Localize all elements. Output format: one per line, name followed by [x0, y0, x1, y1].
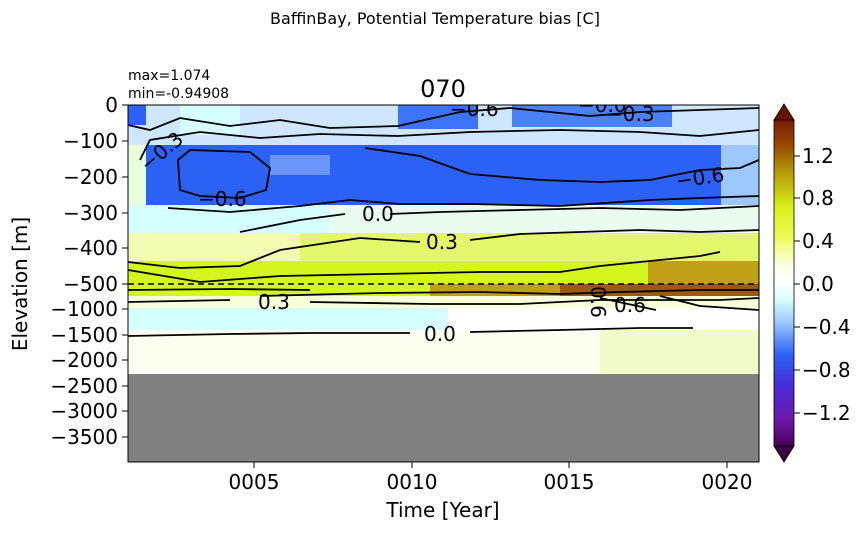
y-tick-label: −500	[63, 272, 118, 296]
y-tick-label: −3500	[50, 425, 118, 449]
figure-suptitle: BaffinBay, Potential Temperature bias [C…	[270, 9, 600, 28]
contour-line	[167, 195, 759, 213]
y-tick-label: −200	[63, 165, 118, 189]
x-tick-label: 0010	[387, 470, 438, 494]
colorbar-tick-label: 0.8	[802, 186, 834, 210]
contour-label: 0.6	[586, 286, 610, 318]
y-tick-label: −400	[63, 236, 118, 260]
colorbar-tick-label: −1.2	[802, 401, 851, 425]
contour-label: −0.6	[198, 187, 247, 211]
y-tick-label: −100	[63, 129, 118, 153]
contour-labels: −0.3 −0.6 −0.0 −0.3 −0.6 −0.6 0.0 0.3 0.…	[135, 93, 725, 346]
colorbar-tick-label: 1.2	[802, 144, 834, 168]
x-tick-label: 0015	[544, 470, 595, 494]
y-tick-label: −2500	[50, 374, 118, 398]
y-tick-label: −3000	[50, 399, 118, 423]
y-axis: 0 −100 −200 −300 −400 −500 −1000 −1500 −…	[50, 93, 128, 449]
band-lime-upper	[300, 233, 759, 261]
band-cold-left	[128, 145, 146, 205]
contour-line	[177, 149, 271, 199]
contour-lines	[128, 107, 759, 337]
y-tick-label: −1500	[50, 323, 118, 347]
contour-label: −0.0	[578, 93, 627, 117]
colorbar-tick-label: −0.4	[802, 315, 851, 339]
contour-label: −0.6	[450, 97, 499, 121]
contour-line	[128, 288, 759, 297]
y-tick-label: 0	[105, 93, 118, 117]
stat-max: max=1.074	[128, 68, 210, 84]
band-cold-core	[146, 145, 721, 205]
band-cold-core-light	[270, 155, 330, 175]
plot-area: −0.3 −0.6 −0.0 −0.3 −0.6 −0.6 0.0 0.3 0.…	[128, 93, 759, 462]
contour-line	[239, 205, 759, 233]
stat-min: min=-0.94908	[128, 86, 229, 102]
contour-line	[128, 297, 759, 305]
land-mask	[128, 374, 759, 462]
colorbar-tick-label: −0.8	[802, 358, 851, 382]
band-olive	[648, 261, 759, 284]
contour-label: 0.3	[258, 290, 290, 314]
x-tick-label: 0005	[229, 470, 280, 494]
contour-line	[128, 107, 759, 131]
panel-title: 070	[420, 75, 466, 103]
contour-label: 0.0	[424, 322, 456, 346]
colorbar-extend-top	[773, 103, 795, 121]
colorbar-body	[773, 119, 795, 447]
band-lower-cyan	[128, 308, 448, 330]
contour-label: 0.0	[362, 202, 394, 226]
x-tick-label: 0020	[702, 470, 753, 494]
contour-line	[599, 295, 759, 311]
contour-label: −0.3	[606, 102, 655, 126]
contour-label: 0.3	[426, 230, 458, 254]
colorbar-tick-label: 0.4	[802, 229, 834, 253]
band-cold-core-edge	[721, 145, 759, 205]
y-tick-label: −300	[63, 201, 118, 225]
x-axis-label: Time [Year]	[385, 498, 499, 522]
y-axis-label: Elevation [m]	[8, 217, 32, 351]
contour-line	[128, 229, 759, 269]
y-tick-label: −1000	[50, 297, 118, 321]
band-surface-blue-left	[128, 105, 146, 125]
contour-line	[128, 327, 693, 337]
contour-line	[128, 251, 721, 283]
band-lower-olive	[430, 284, 560, 298]
colorbar: 1.2 0.8 0.4 0.0 −0.4 −0.8 −1.2	[773, 103, 851, 463]
x-axis: 0005 0010 0015 0020	[229, 462, 753, 494]
contour-line	[364, 147, 759, 183]
y-tick-label: −2000	[50, 348, 118, 372]
contour-label: 0.6	[614, 293, 646, 317]
contour-line	[139, 129, 759, 161]
band-lower-yellow-right	[600, 330, 759, 374]
colorbar-extend-bottom	[773, 445, 795, 463]
colorbar-tick-label: 0.0	[802, 272, 834, 296]
